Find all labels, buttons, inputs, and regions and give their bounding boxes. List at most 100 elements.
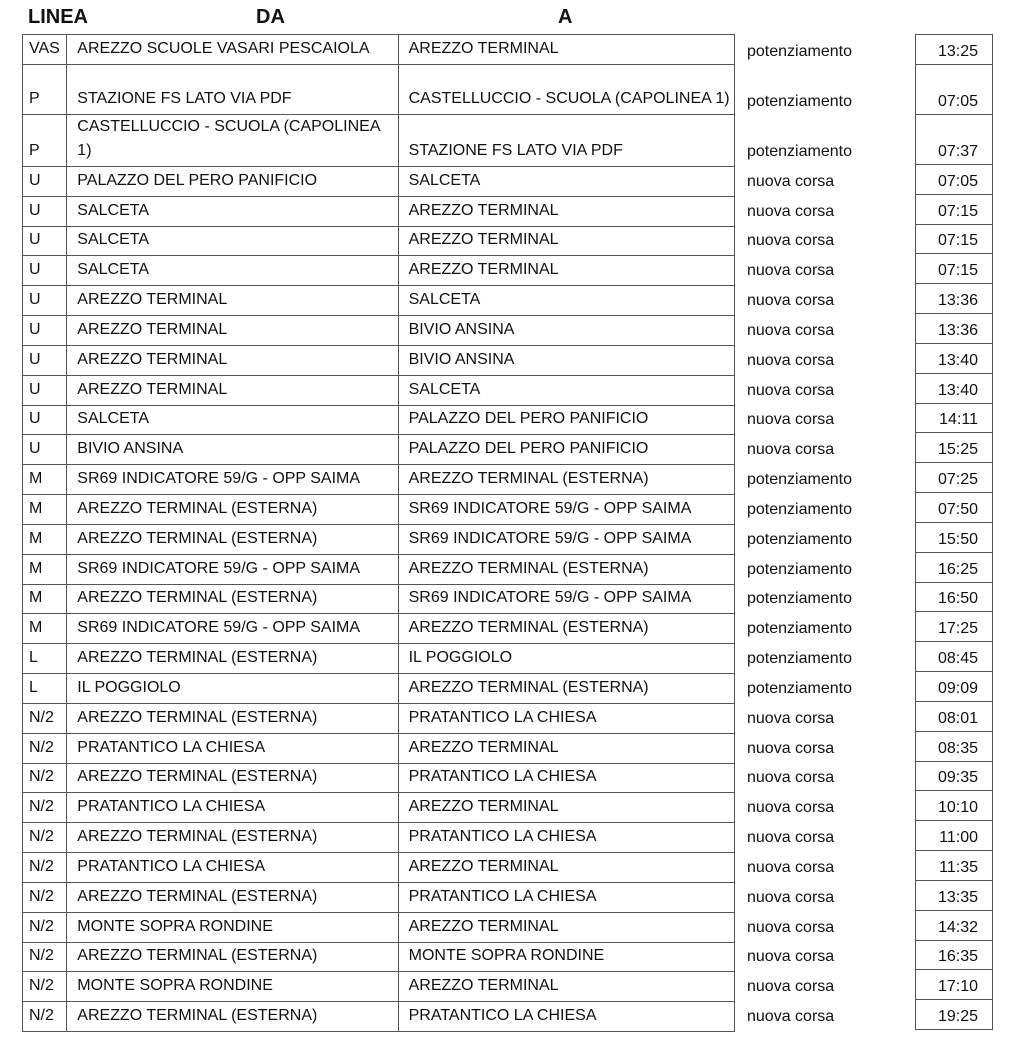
cell-linea: N/2	[21, 792, 68, 824]
cell-linea: U	[21, 315, 68, 346]
cell-linea: VAS	[21, 34, 68, 65]
cell-ora: 07:05	[916, 165, 992, 195]
cell-da: AREZZO TERMINAL (ESTERNA)	[66, 583, 399, 615]
cell-ora: 07:37	[916, 115, 992, 165]
schedule-table: VAS AREZZO SCUOLE VASARI PESCAIOLA AREZZO …	[21, 34, 736, 1033]
cell-tipo: nuova corsa	[747, 232, 835, 250]
table-row: M SR69 INDICATORE 59/G - OPP SAIMA AREZZO …	[21, 553, 736, 585]
cell-da: AREZZO TERMINAL (ESTERNA)	[66, 822, 399, 854]
table-row: N/2 AREZZO TERMINAL (ESTERNA) PRATANTICO L…	[21, 822, 736, 854]
table-row: U PALAZZO DEL PERO PANIFICIO SALCETA	[21, 166, 736, 197]
cell-a: AREZZO TERMINAL	[397, 792, 736, 824]
cell-linea: N/2	[21, 881, 68, 913]
cell-da: BIVIO ANSINA	[66, 434, 399, 466]
cell-a: AREZZO TERMINAL	[397, 225, 736, 257]
cell-linea: N/2	[21, 822, 68, 854]
cell-a: BIVIO ANSINA	[397, 315, 736, 346]
cell-a: PRATANTICO LA CHIESA	[397, 702, 736, 734]
cell-linea: N/2	[21, 762, 68, 794]
cell-ora: 07:15	[916, 195, 992, 225]
cell-a: SR69 INDICATORE 59/G - OPP SAIMA	[397, 494, 736, 525]
time-column: 13:25 07:05 07:37 07:05 07:15 07:15 07:15 13:36…	[915, 34, 993, 1031]
table-row: N/2 AREZZO TERMINAL (ESTERNA) PRATANTICO L…	[21, 762, 736, 794]
cell-tipo: potenziamento	[747, 143, 852, 160]
table-row: M AREZZO TERMINAL (ESTERNA) SR69 INDICATOR…	[21, 494, 736, 525]
table-row: N/2 PRATANTICO LA CHIESA AREZZO TERMINAL	[21, 792, 736, 824]
cell-a: SR69 INDICATORE 59/G - OPP SAIMA	[397, 523, 736, 555]
cell-ora: 13:36	[916, 314, 992, 344]
cell-da: AREZZO TERMINAL	[66, 315, 399, 346]
cell-a: AREZZO TERMINAL	[397, 34, 736, 65]
cell-tipo: nuova corsa	[747, 709, 835, 727]
cell-ora: 13:35	[916, 881, 992, 911]
cell-da: AREZZO TERMINAL	[66, 374, 399, 406]
cell-linea: N/2	[21, 702, 68, 734]
cell-ora: 16:35	[916, 941, 992, 971]
cell-a: SR69 INDICATORE 59/G - OPP SAIMA	[397, 583, 736, 615]
cell-a: PRATANTICO LA CHIESA	[397, 1001, 736, 1033]
cell-da: AREZZO SCUOLE VASARI PESCAIOLA	[66, 34, 399, 65]
table-row: N/2 AREZZO TERMINAL (ESTERNA) PRATANTICO L…	[21, 702, 736, 734]
cell-ora: 15:25	[916, 433, 992, 464]
cell-ora: 09:35	[916, 762, 992, 792]
cell-a: SALCETA	[397, 374, 736, 406]
cell-linea: M	[21, 613, 68, 645]
cell-ora: 16:25	[916, 553, 992, 583]
cell-a: AREZZO TERMINAL	[397, 195, 736, 227]
cell-da: PRATANTICO LA CHIESA	[66, 732, 399, 764]
cell-linea: N/2	[21, 732, 68, 764]
cell-ora: 15:50	[916, 523, 992, 553]
cell-linea: N/2	[21, 911, 68, 943]
cell-tipo: nuova corsa	[747, 292, 835, 310]
cell-ora: 07:15	[916, 254, 992, 285]
cell-a: PALAZZO DEL PERO PANIFICIO	[397, 404, 736, 436]
table-row: N/2 PRATANTICO LA CHIESA AREZZO TERMINAL	[21, 852, 736, 883]
cell-ora: 13:36	[916, 284, 992, 315]
cell-tipo: nuova corsa	[747, 1008, 835, 1026]
cell-ora: 13:40	[916, 344, 992, 374]
cell-tipo: nuova corsa	[747, 829, 835, 847]
cell-linea: N/2	[21, 852, 68, 883]
cell-tipo: nuova corsa	[747, 262, 835, 280]
table-row: U AREZZO TERMINAL BIVIO ANSINA	[21, 315, 736, 346]
header-linea: LINEA	[28, 6, 88, 28]
cell-linea: U	[21, 255, 68, 287]
cell-da: MONTE SOPRA RONDINE	[66, 911, 399, 943]
cell-linea: U	[21, 344, 68, 376]
cell-a: MONTE SOPRA RONDINE	[397, 941, 736, 973]
table-row: L AREZZO TERMINAL (ESTERNA) IL POGGIOLO	[21, 643, 736, 675]
cell-a: STAZIONE FS LATO VIA PDF	[397, 114, 736, 167]
cell-a: PRATANTICO LA CHIESA	[397, 762, 736, 794]
cell-linea: N/2	[21, 941, 68, 973]
table-row: N/2 MONTE SOPRA RONDINE AREZZO TERMINAL	[21, 911, 736, 943]
cell-a: SALCETA	[397, 166, 736, 197]
cell-da: AREZZO TERMINAL	[66, 344, 399, 376]
type-column: potenziamento potenziamento potenziamento n…	[735, 34, 915, 1029]
cell-da: AREZZO TERMINAL (ESTERNA)	[66, 762, 399, 794]
table-row: U BIVIO ANSINA PALAZZO DEL PERO PANIFICIO	[21, 434, 736, 466]
cell-tipo: potenziamento	[747, 620, 852, 638]
cell-a: AREZZO TERMINAL	[397, 971, 736, 1003]
cell-linea: N/2	[21, 1001, 68, 1033]
table-row: U SALCETA AREZZO TERMINAL	[21, 225, 736, 257]
table-row: N/2 AREZZO TERMINAL (ESTERNA) PRATANTICO L…	[21, 881, 736, 913]
cell-linea: P	[21, 64, 68, 115]
table-row: U SALCETA AREZZO TERMINAL	[21, 195, 736, 227]
cell-tipo: nuova corsa	[747, 769, 835, 787]
cell-da: AREZZO TERMINAL (ESTERNA)	[66, 643, 399, 675]
cell-da: SALCETA	[66, 195, 399, 227]
cell-ora: 10:10	[916, 791, 992, 822]
cell-linea: U	[21, 285, 68, 317]
cell-a: AREZZO TERMINAL (ESTERNA)	[397, 464, 736, 496]
cell-a: AREZZO TERMINAL	[397, 911, 736, 943]
cell-ora: 08:01	[916, 702, 992, 732]
table-row: N/2 MONTE SOPRA RONDINE AREZZO TERMINAL	[21, 971, 736, 1003]
table-row: M SR69 INDICATORE 59/G - OPP SAIMA AREZZO …	[21, 613, 736, 645]
cell-da: SR69 INDICATORE 59/G - OPP SAIMA	[66, 613, 399, 645]
cell-da: SALCETA	[66, 255, 399, 287]
cell-tipo: nuova corsa	[747, 321, 835, 339]
cell-tipo: potenziamento	[747, 650, 852, 668]
table-row: P CASTELLUCCIO - SCUOLA (CAPOLINEA 1) STAZ…	[21, 114, 736, 167]
cell-ora: 13:40	[916, 374, 992, 404]
cell-a: BIVIO ANSINA	[397, 344, 736, 376]
